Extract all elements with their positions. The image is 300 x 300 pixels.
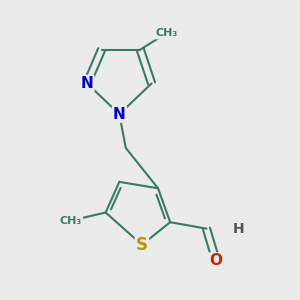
Text: N: N	[113, 106, 126, 122]
Text: O: O	[210, 254, 223, 268]
Text: CH₃: CH₃	[60, 216, 82, 226]
Text: S: S	[136, 236, 148, 254]
Text: N: N	[81, 76, 94, 91]
Text: H: H	[233, 222, 244, 236]
Text: CH₃: CH₃	[155, 28, 177, 38]
